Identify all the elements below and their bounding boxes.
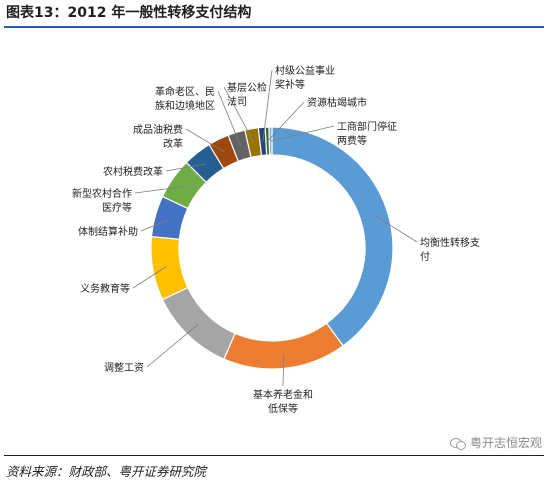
slice-4: [150, 235, 189, 301]
leader-lines: [132, 69, 418, 387]
slice-label-line: 革命老区、民: [155, 85, 215, 98]
slice-label-line: 工商部门停征: [337, 120, 397, 133]
leader-line-9: [217, 90, 241, 146]
slice-label-13: 工商部门停征两费等: [337, 120, 397, 147]
slice-label-line: 付: [420, 250, 430, 263]
slice-label-5: 体制结算补助: [78, 225, 138, 238]
leader-line-8: [185, 128, 225, 153]
slice-label-1: 均衡性转移支付: [420, 236, 480, 263]
slice-label-line: 义务教育等: [80, 282, 130, 295]
slice-1: [271, 126, 394, 347]
slice-label-line: 低保等: [268, 402, 298, 415]
watermark-text: 粤开志恒宏观: [469, 436, 542, 450]
slice-label-line: 成品油税费: [133, 123, 183, 136]
leader-line-3: [146, 324, 198, 368]
watermark: 粤开志恒宏观: [449, 434, 542, 451]
slice-label-4: 义务教育等: [80, 282, 130, 295]
leader-line-12: [267, 101, 305, 142]
source-note: 资料来源：财政部、粤开证券研究院: [6, 464, 207, 479]
slice-label-line: 法司: [227, 95, 247, 108]
slice-label-line: 基层公检: [227, 81, 267, 94]
leader-line-4: [132, 266, 167, 289]
slice-label-line: 调整工资: [104, 361, 144, 374]
slice-label-12: 资源枯竭城市: [307, 96, 367, 109]
leader-line-2: [282, 354, 285, 387]
title-divider: [4, 26, 544, 28]
slice-label-line: 两费等: [337, 134, 367, 147]
slice-label-10: 基层公检法司: [227, 81, 267, 108]
leader-line-7: [165, 163, 206, 172]
slice-label-line: 族和边境地区: [155, 99, 215, 112]
slice-label-8: 成品油税费改革: [133, 123, 183, 150]
slice-label-line: 资源枯竭城市: [307, 96, 367, 109]
footer-divider: [4, 455, 544, 456]
slice-label-line: 医疗等: [102, 201, 132, 214]
slice-13: [268, 126, 273, 156]
leader-line-11: [262, 69, 273, 142]
slice-label-line: 改革: [163, 137, 183, 150]
chart-title: 图表13：2012 年一般性转移支付结构: [6, 5, 252, 21]
slice-label-line: 村级公益事业: [275, 64, 335, 77]
slice-label-line: 奖补等: [275, 78, 305, 91]
leader-line-6: [134, 186, 185, 194]
slice-label-line: 基本养老金和: [253, 388, 313, 401]
leader-line-5: [140, 219, 169, 232]
slice-label-6: 新型农村合作医疗等: [72, 187, 132, 214]
leader-line-1: [373, 214, 418, 243]
slice-label-3: 调整工资: [104, 361, 144, 374]
slice-label-2: 基本养老金和低保等: [253, 388, 313, 415]
slice-label-line: 农村税费改革: [103, 165, 163, 178]
slice-label-11: 村级公益事业奖补等: [275, 64, 335, 91]
slice-label-line: 新型农村合作: [72, 187, 132, 200]
leader-line-10: [223, 86, 255, 143]
slice-3: [161, 286, 236, 360]
slice-label-line: 体制结算补助: [78, 225, 138, 238]
wechat-icon: [449, 437, 466, 450]
donut-slices: [150, 126, 394, 370]
leader-line-13: [270, 125, 335, 142]
slice-label-7: 农村税费改革: [103, 165, 163, 178]
slice-label-9: 革命老区、民族和边境地区: [155, 85, 215, 112]
slice-label-line: 均衡性转移支: [420, 236, 480, 249]
